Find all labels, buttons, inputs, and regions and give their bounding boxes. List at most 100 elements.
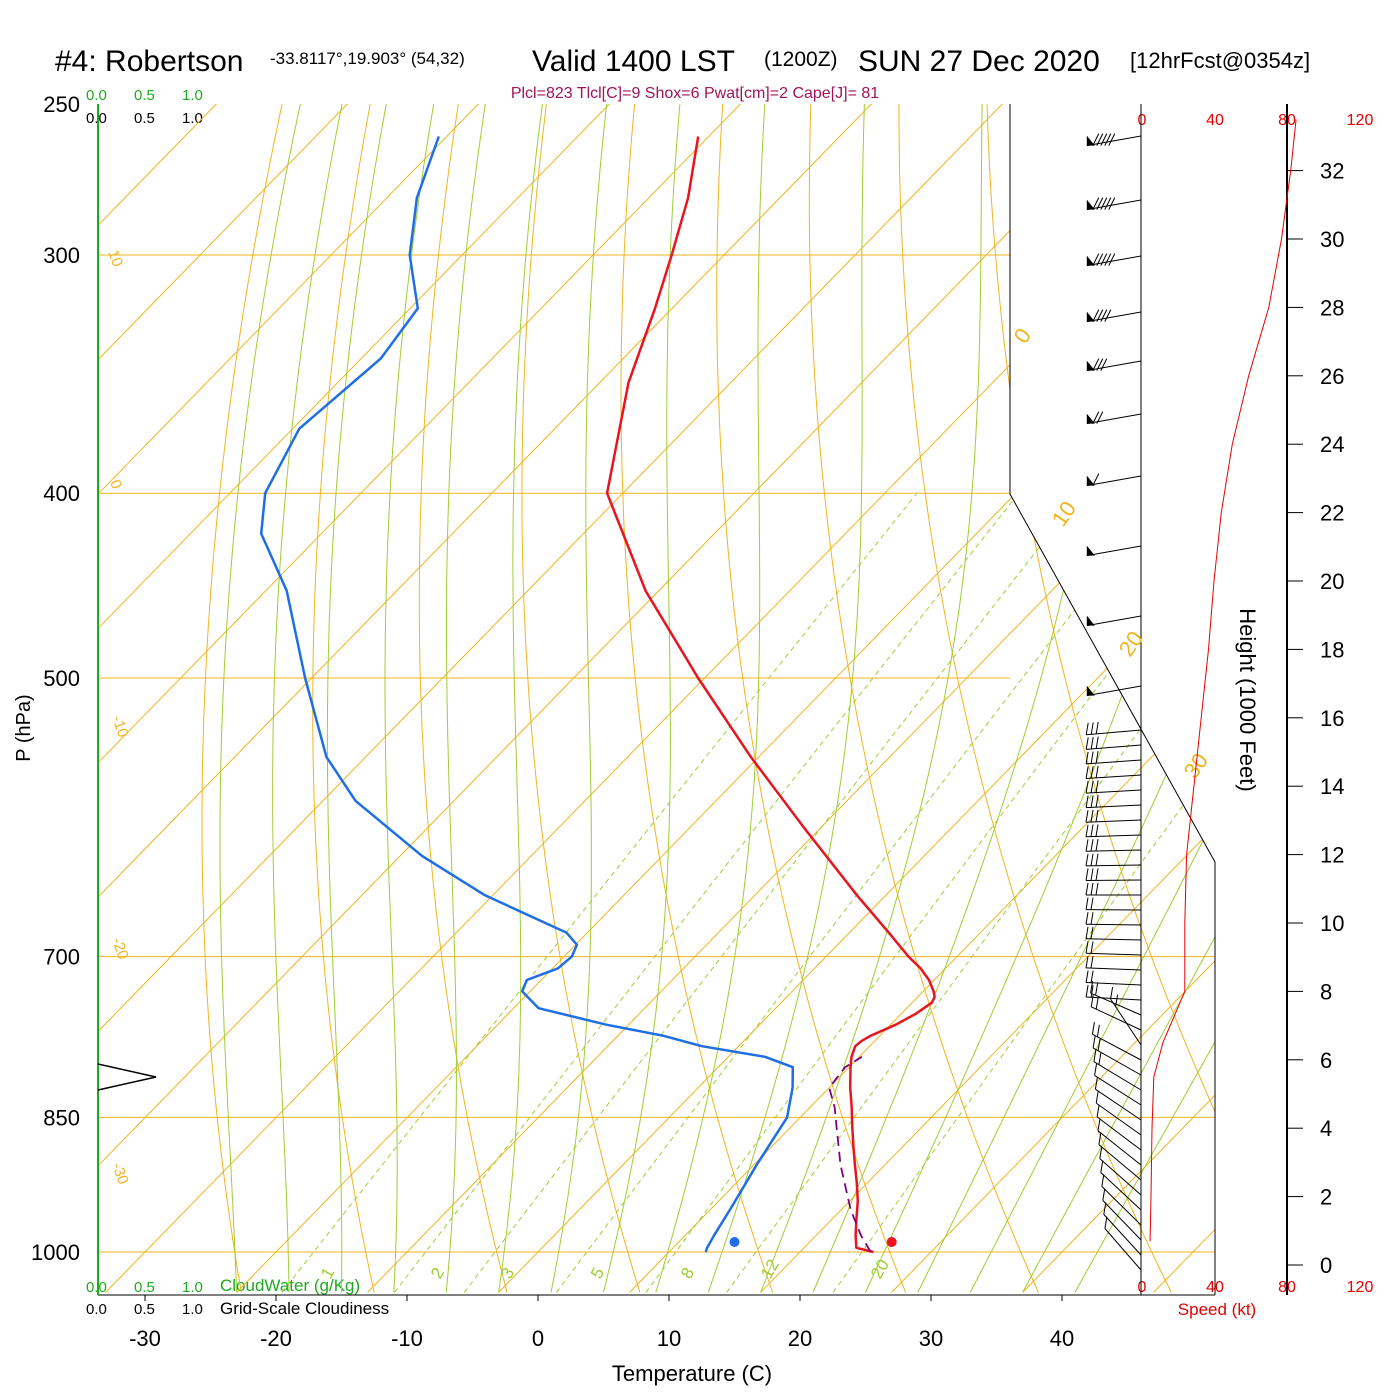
freezing-level-marker	[97, 1063, 157, 1091]
dry-adiabat-line	[1159, 104, 1215, 1293]
moist-adiabat-line	[384, 104, 441, 1293]
wind-barb-feather	[1095, 1091, 1099, 1104]
wind-barb-pennant	[1086, 311, 1095, 322]
isotherm-label: 0	[106, 478, 125, 492]
height-axis-title: Height (1000 Feet)	[1235, 608, 1260, 791]
wind-barb-staff	[1086, 255, 1142, 267]
wind-barb-feather	[1085, 810, 1089, 823]
wind-barb-feather	[1090, 722, 1094, 735]
x-tick-label: 20	[788, 1326, 812, 1351]
wind-barb-pennant	[1086, 199, 1095, 210]
isotherm-line	[629, 104, 1215, 1293]
wind-barb-staff	[1086, 311, 1142, 323]
wind-barb-staff	[1093, 1061, 1142, 1091]
wind-speed-profile	[1149, 119, 1297, 1242]
wind-barb	[1085, 721, 1142, 736]
station-title: #4: Robertson	[55, 45, 243, 78]
wind-barb-staff	[1100, 1172, 1142, 1211]
wind-barb-staff	[1086, 475, 1142, 487]
wind-barb	[1085, 765, 1142, 779]
valid-date: SUN 27 Dec 2020	[858, 45, 1100, 78]
wind-barb-staff	[1086, 729, 1142, 736]
isotherm-line	[98, 104, 643, 1293]
height-tick-label: 14	[1320, 774, 1344, 799]
wind-barb-feather	[1110, 987, 1114, 1000]
wind-barb-staff	[1086, 744, 1142, 750]
pressure-tick-label: 300	[43, 243, 80, 268]
wind-barb-feather	[1100, 253, 1108, 266]
height-tick-label: 16	[1320, 706, 1344, 731]
wind-barb-feather	[1085, 926, 1089, 939]
wind-barb-feather	[1098, 1052, 1102, 1065]
wind-barb-staff	[1097, 1130, 1142, 1166]
wind-barb-feather	[1092, 1035, 1096, 1048]
wind-barb-feather	[1090, 926, 1094, 939]
isotherm-label: 20	[1114, 626, 1149, 660]
height-tick-label: 8	[1320, 979, 1332, 1004]
cloudiness-top-tick: 0.0	[86, 110, 107, 127]
wind-barb	[1094, 1077, 1142, 1121]
wind-barb-staff	[1085, 864, 1142, 867]
dry-adiabat-line	[620, 104, 774, 1293]
moist-adiabat-line	[760, 104, 984, 1293]
wind-barb	[1086, 197, 1142, 211]
wind-barb	[1101, 1174, 1142, 1226]
wind-barb-staff	[1095, 1102, 1142, 1136]
wind-barb-staff	[1085, 879, 1142, 881]
wind-barb-feather	[1100, 358, 1108, 371]
cloudwater-top-tick: 0.5	[134, 87, 155, 104]
wind-barb-feather	[1085, 955, 1089, 968]
wind-barb-feather	[1104, 1216, 1108, 1229]
moist-adiabat-line	[602, 104, 684, 1293]
moist-adiabat-line	[550, 104, 611, 1293]
isotherm-label: 10	[1047, 496, 1082, 530]
x-tick-label: -10	[391, 1326, 423, 1351]
height-tick-label: 22	[1320, 501, 1344, 526]
height-tick-label: 26	[1320, 364, 1344, 389]
wind-barb-feather	[1090, 809, 1094, 823]
wind-barb-pennant	[1086, 413, 1095, 424]
pressure-tick-label: 850	[43, 1105, 80, 1130]
wind-barb-feather	[1085, 839, 1089, 852]
isotherm-line	[1285, 70, 1400, 1292]
wind-barb-feather	[1104, 197, 1112, 210]
height-tick-label: 10	[1320, 911, 1344, 936]
wind-barb-staff	[1085, 952, 1142, 956]
wind-barb	[1085, 736, 1142, 750]
wind-barb-feather	[1101, 1174, 1105, 1187]
wind-barb-feather	[1090, 736, 1094, 750]
wind-barb-feather	[1095, 765, 1099, 778]
wind-barb	[1110, 987, 1142, 1046]
wind-barb-feather	[1104, 253, 1112, 266]
wind-barb-feather	[1085, 984, 1089, 998]
mixing-ratio-label: 12	[757, 1256, 783, 1282]
wind-barb-staff	[1085, 938, 1142, 941]
dewpoint-profile	[259, 136, 795, 1253]
wind-barb-feather	[1085, 722, 1089, 735]
wind-barb-feather	[1108, 133, 1116, 146]
wind-barb	[1086, 133, 1142, 147]
moist-adiabat-line	[969, 104, 1215, 1293]
wind-barb	[1095, 1091, 1142, 1136]
wind-barb-feather	[1100, 309, 1108, 322]
isotherm-line	[98, 104, 512, 1293]
wind-barb-feather	[1096, 1024, 1100, 1037]
isotherm-line	[98, 104, 1036, 1293]
wind-barb-staff	[1095, 1088, 1142, 1121]
dry-adiabat-line	[418, 104, 508, 1293]
wind-barbs	[1085, 119, 1297, 1271]
wind-barb-pennant	[1086, 255, 1095, 266]
wind-barb	[1085, 926, 1142, 941]
wind-barb-staff	[1086, 804, 1142, 809]
mixing-ratio-line	[726, 492, 1215, 1293]
wind-barb-staff	[1086, 199, 1142, 211]
wind-barb	[1086, 309, 1142, 323]
wind-barb-feather	[1092, 197, 1100, 210]
height-tick-label: 4	[1320, 1116, 1332, 1141]
pressure-tick-label: 1000	[31, 1240, 80, 1265]
wind-barb	[1103, 1202, 1142, 1256]
mixing-ratio-line	[463, 492, 1082, 1293]
wind-barb-feather	[1100, 1160, 1104, 1173]
wind-barb-feather	[1092, 411, 1100, 424]
wind-barb-feather	[1100, 133, 1108, 146]
